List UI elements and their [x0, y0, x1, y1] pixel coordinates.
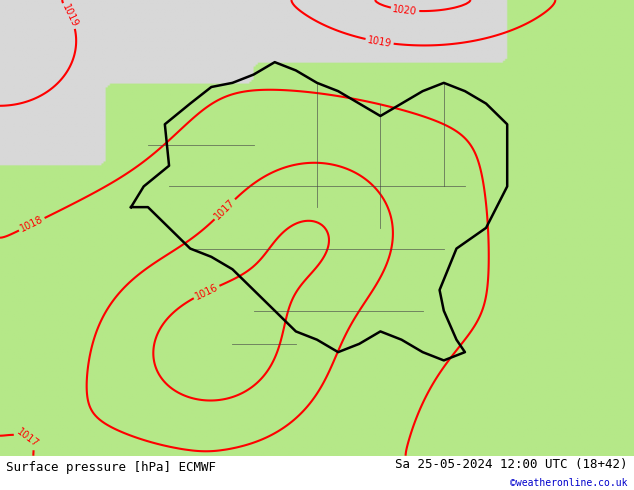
Text: 1019: 1019 [366, 35, 392, 49]
Text: ©weatheronline.co.uk: ©weatheronline.co.uk [510, 478, 628, 488]
Text: 1016: 1016 [193, 282, 220, 301]
Text: Surface pressure [hPa] ECMWF: Surface pressure [hPa] ECMWF [6, 462, 216, 474]
Text: 1018: 1018 [18, 215, 45, 234]
Text: 1019: 1019 [60, 2, 80, 29]
Text: 1020: 1020 [392, 3, 418, 17]
Text: 1017: 1017 [15, 427, 41, 449]
Text: Sa 25-05-2024 12:00 UTC (18+42): Sa 25-05-2024 12:00 UTC (18+42) [395, 458, 628, 471]
Text: 1017: 1017 [212, 197, 237, 221]
